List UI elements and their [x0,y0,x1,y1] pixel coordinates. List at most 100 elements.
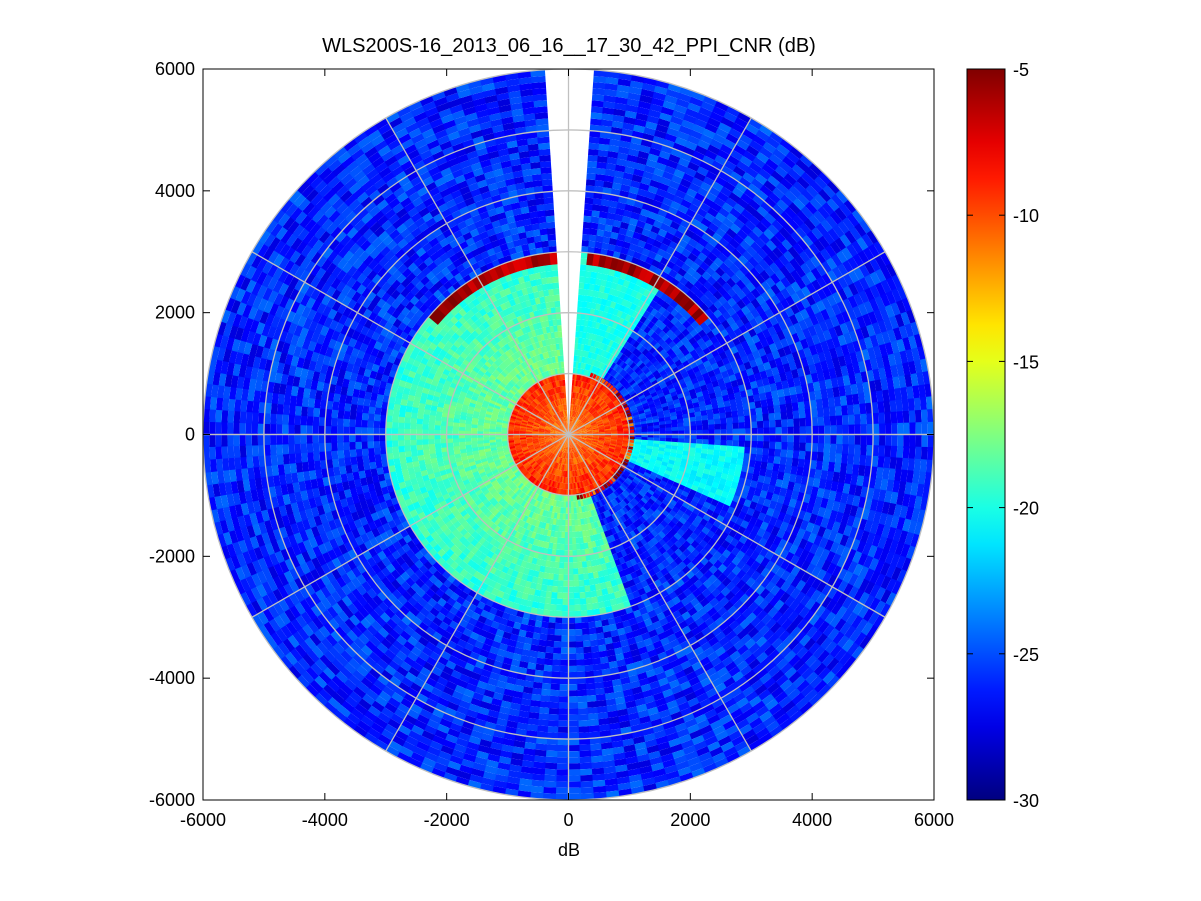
ppi-cell [567,446,569,453]
ppi-cell [553,393,558,401]
ppi-cell [608,416,615,421]
ppi-cell [519,435,526,438]
ppi-cell [581,480,586,488]
ppi-cell [573,392,577,399]
ppi-cell [640,423,648,428]
ppi-cell [532,430,539,433]
ppi-cell [614,449,621,454]
ppi-cell [577,442,583,448]
ppi-cell [516,415,523,420]
ppi-cell [542,417,549,422]
ppi-cell [609,458,616,464]
ppi-cell [584,466,589,473]
ppi-cell [592,469,598,476]
ppi-cell [599,369,606,377]
ppi-cell [575,469,579,477]
ppi-cell [580,430,587,433]
ppi-cell [540,496,546,504]
ppi-cell [547,459,553,466]
ppi-cell [573,445,577,452]
ppi-cell [608,460,615,466]
ppi-cell [550,437,557,440]
ppi-cell [569,440,572,447]
ppi-cell [518,454,525,459]
ppi-cell [548,411,553,417]
ppi-cell [557,436,563,440]
ppi-cell [556,475,560,483]
ppi-cell [550,432,557,434]
ppi-cell [573,438,579,443]
ppi-cell [538,495,544,503]
ppi-cell [592,412,599,417]
ppi-cell [523,402,530,408]
ppi-cell [565,416,567,423]
ppi-cell [531,470,538,477]
ppi-cell [587,351,593,359]
ppi-cell [501,389,509,396]
ppi-cell [549,418,555,423]
ppi-cell [621,473,628,480]
ppi-cell [587,464,593,471]
ppi-cell [557,457,561,464]
ppi-cell [609,368,616,376]
ppi-cell [580,461,585,468]
ppi-cell [586,429,593,432]
ppi-cell [556,393,560,400]
ppi-cell [637,391,645,398]
ppi-cell [544,406,550,412]
ppi-cell [574,386,578,393]
ppi-cell [557,469,561,477]
ppi-cell [557,331,563,338]
ppi-cell [591,453,598,459]
ppi-cell [580,435,587,438]
ppi-cell [581,401,586,408]
ppi-cell [592,432,599,434]
ppi-cell [572,452,575,459]
ppi-cell [602,497,609,505]
ppi-cell [557,412,561,419]
ppi-cell [578,441,584,446]
ppi-cell [531,385,537,392]
ppi-cell [536,404,543,411]
ppi-cell [511,466,518,472]
ppi-cell [509,462,516,468]
ppi-cell [604,496,611,504]
ppi-cell [558,426,564,431]
ppi-cell [579,439,585,444]
ppi-cell [530,393,537,400]
ppi-cell [587,405,593,412]
ppi-cell [550,446,556,452]
ppi-cell [539,442,546,446]
ppi-cell [551,461,556,468]
ppi-cell [533,463,539,470]
ppi-cell [527,443,534,447]
ppi-cell [506,383,513,390]
ppi-cell [605,359,612,367]
ppi-cell [586,427,593,431]
ppi-cell [410,439,417,446]
ppi-cell [564,410,567,417]
ppi-cell [592,402,599,409]
ppi-cell [521,368,528,376]
ppi-cell [628,402,636,408]
ppi-cell [608,446,616,450]
ppi-cell [502,387,510,394]
ppi-cell [551,388,556,395]
ppi-cell [606,411,613,417]
ppi-cell [588,407,595,413]
ppi-cell [512,456,520,462]
ppi-cell [564,440,567,447]
ppi-cell [593,502,599,510]
ppi-cell [588,448,594,453]
ppi-cell [557,325,562,332]
ppi-cell [562,458,565,465]
ppi-cell [598,362,604,369]
ppi-cell [537,459,544,466]
ppi-cell [559,392,563,399]
ppi-cell [579,393,584,401]
ppi-cell [585,382,590,390]
ppi-cell [574,434,581,436]
ppi-cell [572,392,575,399]
ppi-cell [591,442,598,446]
ppi-cell [555,421,561,427]
